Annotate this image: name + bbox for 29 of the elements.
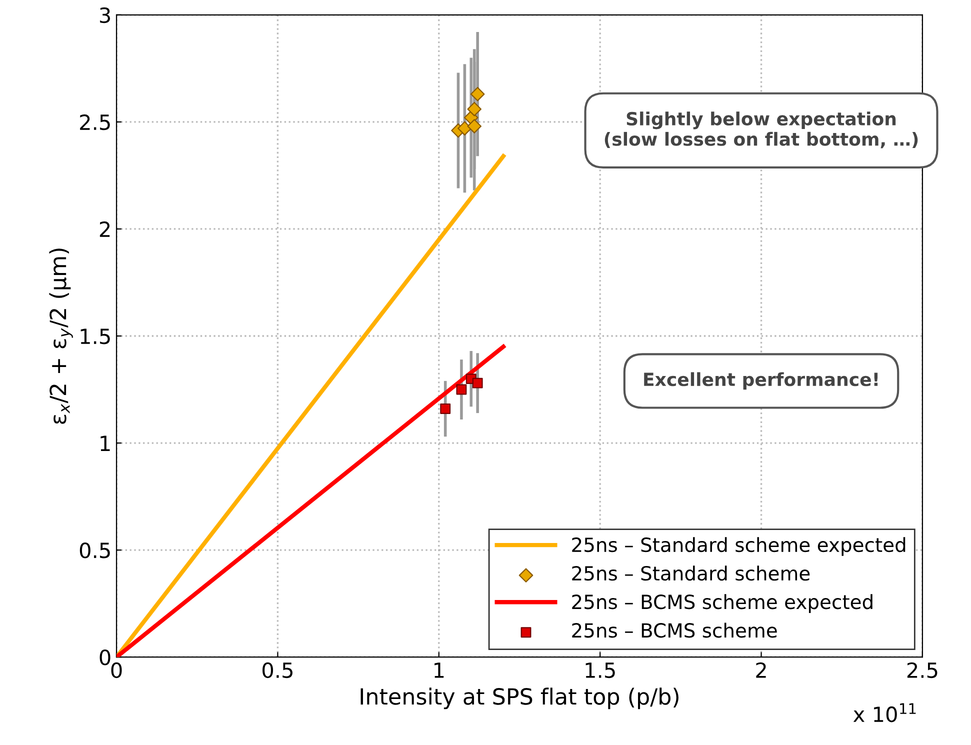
annotation: Slightly below expectation (slow losses on flat bottom, …) — [604, 112, 918, 148]
y-tick-label: 1.5 — [80, 328, 110, 344]
point — [440, 404, 451, 414]
y-tick-label: 0.5 — [80, 542, 110, 558]
legend-label: 25ns – Standard scheme — [572, 566, 810, 581]
y-tick-label: 2.5 — [80, 114, 110, 130]
x-tick-label: 2.5 — [907, 662, 938, 678]
point — [470, 86, 485, 102]
y-tick-label: 3 — [100, 7, 110, 24]
x-tick-label: 2 — [756, 662, 766, 678]
y-tick-label: 2 — [100, 221, 110, 237]
y-tick-label: 0 — [100, 650, 110, 666]
legend-label: 25ns – Standard scheme expected — [572, 537, 906, 556]
legend-label: 25ns – BCMS scheme — [572, 622, 777, 638]
point — [456, 384, 467, 395]
legend-label: 25ns – BCMS scheme expected — [572, 594, 872, 613]
y-tick-label: 1 — [100, 436, 110, 451]
annotation: Excellent performance! — [644, 372, 878, 390]
x-tick-label: 1.5 — [586, 662, 615, 678]
point — [472, 378, 483, 388]
point — [458, 121, 472, 136]
text: x 10$^{11}$ — [853, 703, 916, 722]
point — [467, 119, 482, 134]
x-tick-label: 0.5 — [262, 662, 292, 678]
x-axis-title: Intensity at SPS flat top (p/b) — [360, 688, 678, 710]
x-tick-label: 0 — [111, 662, 122, 678]
x-tick-label: 1 — [434, 662, 444, 678]
y-axis-title: ε$_{x}$/2 + ε$_{y}$/2 (μm) — [49, 248, 73, 424]
point — [467, 102, 482, 116]
